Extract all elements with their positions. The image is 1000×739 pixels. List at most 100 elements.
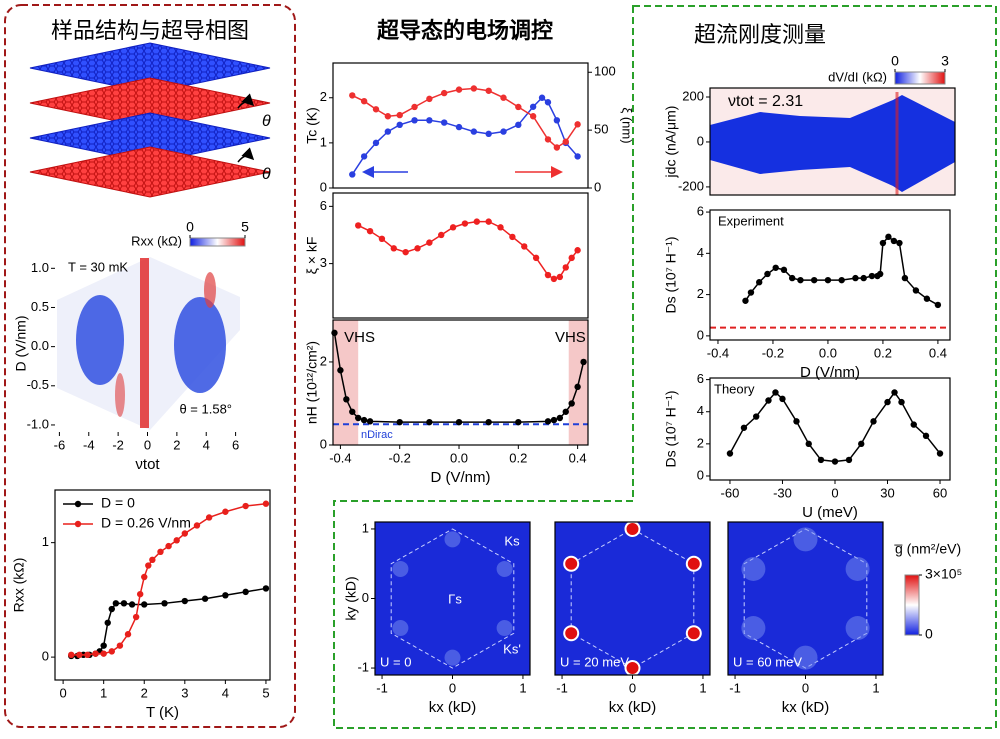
x-axis-label: kx (kD) [609, 699, 657, 716]
data-point [470, 85, 478, 92]
data-point [824, 276, 832, 284]
data-point [765, 397, 772, 404]
data-point [553, 144, 561, 151]
data-point [568, 254, 575, 262]
panel-border [333, 5, 997, 729]
reference-label: nDirac [361, 429, 393, 441]
x-tick-label: -1 [556, 680, 568, 695]
chart: -0.4 -0.2 0.0 0.2 0.4 0 2 4 6 D (V/nm) Ds (10⁷ H⁻¹… [663, 204, 951, 381]
legend-marker [74, 520, 82, 528]
x-tick-label: 60 [933, 485, 947, 500]
data-point [100, 650, 107, 657]
colorbar [189, 237, 246, 247]
plot-frame [54, 489, 271, 681]
data-point [411, 103, 418, 111]
data-point [485, 87, 492, 94]
x-tick-label: -60 [721, 485, 740, 500]
data-point [449, 224, 457, 231]
data-point [355, 222, 362, 229]
y-tick-label: -1.0 [27, 416, 49, 431]
y-tick-label: -1 [357, 659, 369, 674]
data-point [868, 272, 876, 280]
data-point [923, 295, 931, 302]
data-point [890, 237, 898, 245]
data-point [574, 383, 581, 391]
region-label: VHS [555, 329, 586, 346]
data-point [440, 89, 448, 97]
map-feature [563, 625, 580, 642]
y-tick-label: 4 [697, 245, 704, 260]
data-point [544, 99, 552, 106]
data-point [242, 502, 249, 510]
data-point [84, 651, 91, 659]
map-feature [741, 616, 766, 641]
y-tick-label: 0 [320, 179, 327, 194]
data-point [426, 95, 433, 103]
data-point [845, 456, 853, 464]
data-point [753, 413, 760, 420]
x-tick-label: -2 [112, 437, 124, 452]
map-feature [624, 520, 641, 537]
x-tick-label: 1 [519, 680, 526, 695]
y-tick-label: 2 [697, 435, 704, 450]
map-feature [204, 272, 216, 308]
x-axis-label: kx (kD) [429, 699, 477, 716]
map-feature [444, 531, 461, 548]
colorbar-tick-label: 3×10⁵ [925, 566, 962, 582]
colorbar-tick-label: 5 [241, 219, 249, 235]
data-point [112, 600, 120, 607]
x-tick-label: 6 [232, 437, 239, 452]
data-point [461, 220, 469, 227]
data-point [455, 418, 463, 426]
data-point [438, 231, 445, 239]
y-axis-label: Ds (10⁷ H⁻¹) [663, 390, 679, 467]
y-axis-label: Ds (10⁷ H⁻¹) [663, 236, 679, 313]
data-point [470, 128, 478, 135]
map-feature [741, 556, 766, 581]
data-point [726, 450, 734, 457]
annotation: U = 20 meV [560, 654, 629, 669]
x-tick-label: 4 [203, 437, 210, 452]
data-point [562, 408, 569, 415]
x-tick-label: 0 [449, 680, 456, 695]
data-point [831, 458, 839, 465]
data-point [574, 247, 581, 254]
data-point [485, 130, 492, 138]
data-point [360, 416, 368, 424]
map-feature [710, 95, 955, 192]
x-tick-label: 0.4 [569, 450, 587, 465]
data-point [898, 398, 905, 406]
data-point [521, 243, 528, 250]
data-point [515, 121, 522, 129]
data-point [550, 416, 558, 424]
x-tick-label: 0.4 [929, 345, 947, 360]
y-tick-label: 200 [682, 88, 704, 103]
x-tick-label: 1 [100, 685, 107, 700]
data-point [92, 650, 99, 657]
data-point [936, 450, 944, 457]
data-point [141, 573, 148, 581]
data-point [331, 329, 338, 337]
data-point [515, 103, 522, 111]
chart: -60 -30 0 30 60 0 2 4 6 U (meV) Ds (10⁷ H⁻¹) Theory [663, 371, 951, 521]
twist-angle-label: θ [262, 166, 271, 183]
data-point [124, 631, 132, 638]
y-tick-label: 1 [362, 520, 369, 535]
x-tick-label: -0.2 [389, 450, 411, 465]
y-tick-label: 0.5 [31, 299, 49, 314]
data-point [805, 440, 812, 448]
data-point [181, 597, 189, 605]
plot-frame [709, 209, 951, 341]
series-line [71, 502, 267, 656]
y-tick-label: 1 [42, 534, 49, 549]
data-point [426, 117, 433, 124]
y-tick-label: 0.0 [31, 338, 49, 353]
x-tick-label: 5 [262, 685, 269, 700]
data-point [529, 113, 537, 120]
data-point [414, 245, 421, 252]
y-axis-label: Rxx (kΩ) [11, 558, 27, 613]
y-tick-label: 0 [320, 436, 327, 451]
y-tick-label: -0.5 [27, 377, 49, 392]
y-tick-label: 0 [42, 649, 49, 664]
